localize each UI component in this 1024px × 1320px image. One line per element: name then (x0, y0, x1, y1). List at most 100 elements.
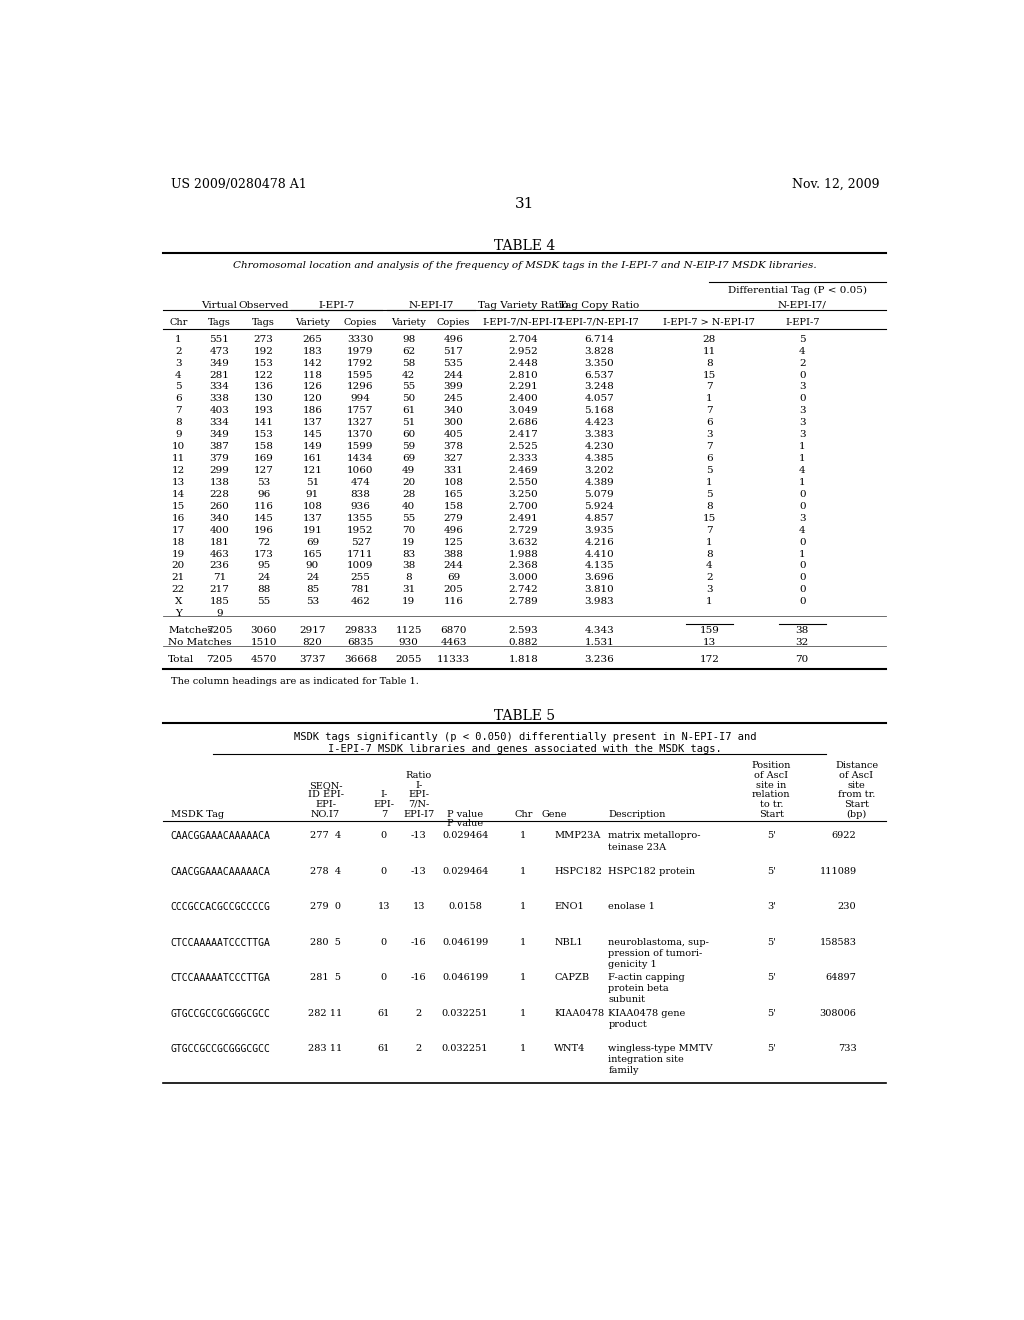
Text: 3.250: 3.250 (508, 490, 539, 499)
Text: matrix metallopro-
teinase 23A: matrix metallopro- teinase 23A (608, 832, 701, 851)
Text: 0.029464: 0.029464 (442, 867, 488, 876)
Text: 83: 83 (402, 549, 415, 558)
Text: 11: 11 (702, 347, 716, 355)
Text: 1: 1 (520, 903, 526, 911)
Text: I-: I- (415, 780, 422, 789)
Text: Copies: Copies (344, 318, 377, 327)
Text: Nov. 12, 2009: Nov. 12, 2009 (793, 178, 880, 190)
Text: 2: 2 (416, 1008, 422, 1018)
Text: I-EPI-7: I-EPI-7 (785, 318, 819, 327)
Text: 36668: 36668 (344, 655, 377, 664)
Text: 172: 172 (699, 655, 719, 664)
Text: 3.350: 3.350 (585, 359, 614, 367)
Text: 5': 5' (767, 937, 776, 946)
Text: 387: 387 (210, 442, 229, 451)
Text: 7: 7 (706, 442, 713, 451)
Text: 527: 527 (350, 537, 371, 546)
Text: Tag Variety Ratio: Tag Variety Ratio (478, 301, 568, 310)
Text: EPI-: EPI- (409, 791, 429, 800)
Text: 1: 1 (706, 537, 713, 546)
Text: 2055: 2055 (395, 655, 422, 664)
Text: 19: 19 (402, 537, 415, 546)
Text: 149: 149 (302, 442, 323, 451)
Text: 535: 535 (443, 359, 464, 367)
Text: 299: 299 (210, 466, 229, 475)
Text: 51: 51 (402, 418, 415, 428)
Text: 308006: 308006 (819, 1008, 856, 1018)
Text: 4: 4 (799, 466, 806, 475)
Text: 2.593: 2.593 (508, 626, 539, 635)
Text: 0: 0 (799, 573, 806, 582)
Text: TABLE 5: TABLE 5 (495, 709, 555, 723)
Text: CTCCAAAAATCCCTTGA: CTCCAAAAATCCCTTGA (171, 937, 270, 948)
Text: P value: P value (447, 818, 483, 828)
Text: 3.236: 3.236 (585, 655, 614, 664)
Text: I-EPI-7/N-EPI-I7: I-EPI-7/N-EPI-I7 (483, 318, 563, 327)
Text: 279: 279 (443, 513, 464, 523)
Text: -13: -13 (411, 867, 427, 876)
Text: 3: 3 (799, 383, 806, 392)
Text: No Matches: No Matches (168, 638, 231, 647)
Text: 5.168: 5.168 (585, 407, 614, 416)
Text: 0: 0 (799, 395, 806, 404)
Text: P value: P value (447, 809, 483, 818)
Text: 1: 1 (520, 1044, 526, 1053)
Text: 4570: 4570 (251, 655, 276, 664)
Text: 733: 733 (838, 1044, 856, 1053)
Text: 462: 462 (350, 598, 371, 606)
Text: 5': 5' (767, 832, 776, 841)
Text: 3': 3' (767, 903, 776, 911)
Text: 1979: 1979 (347, 347, 374, 355)
Text: 3: 3 (799, 407, 806, 416)
Text: 2: 2 (175, 347, 181, 355)
Text: Ratio: Ratio (406, 771, 432, 780)
Text: 280  5: 280 5 (310, 937, 341, 946)
Text: 120: 120 (302, 395, 323, 404)
Text: 1510: 1510 (251, 638, 276, 647)
Text: 3: 3 (706, 585, 713, 594)
Text: 1: 1 (175, 335, 181, 343)
Text: 29833: 29833 (344, 626, 377, 635)
Text: 40: 40 (402, 502, 415, 511)
Text: 161: 161 (302, 454, 323, 463)
Text: 3737: 3737 (299, 655, 326, 664)
Text: 236: 236 (210, 561, 229, 570)
Text: 42: 42 (402, 371, 415, 380)
Text: 70: 70 (402, 525, 415, 535)
Text: 4: 4 (706, 561, 713, 570)
Text: EPI-: EPI- (315, 800, 336, 809)
Text: 1009: 1009 (347, 561, 374, 570)
Text: 13: 13 (702, 638, 716, 647)
Text: 11333: 11333 (437, 655, 470, 664)
Text: 1711: 1711 (347, 549, 374, 558)
Text: KIAA0478: KIAA0478 (554, 1008, 604, 1018)
Text: 4.057: 4.057 (585, 395, 614, 404)
Text: of AscI: of AscI (755, 771, 788, 780)
Text: F-actin capping
protein beta
subunit: F-actin capping protein beta subunit (608, 973, 685, 1005)
Text: 3: 3 (175, 359, 181, 367)
Text: 8: 8 (406, 573, 412, 582)
Text: 137: 137 (302, 513, 323, 523)
Text: 165: 165 (302, 549, 323, 558)
Text: 1370: 1370 (347, 430, 374, 440)
Text: 4.410: 4.410 (585, 549, 614, 558)
Text: 0: 0 (799, 371, 806, 380)
Text: 2.686: 2.686 (508, 418, 539, 428)
Text: 517: 517 (443, 347, 464, 355)
Text: 334: 334 (210, 418, 229, 428)
Text: 10: 10 (172, 442, 185, 451)
Text: 7: 7 (175, 407, 181, 416)
Text: 496: 496 (443, 525, 464, 535)
Text: 5': 5' (767, 1008, 776, 1018)
Text: 181: 181 (210, 537, 229, 546)
Text: CAACGGAAACAAAAACA: CAACGGAAACAAAAACA (171, 867, 270, 876)
Text: 55: 55 (402, 513, 415, 523)
Text: 7: 7 (706, 383, 713, 392)
Text: 378: 378 (443, 442, 464, 451)
Text: Matches: Matches (168, 626, 213, 635)
Text: 127: 127 (254, 466, 273, 475)
Text: 3.383: 3.383 (585, 430, 614, 440)
Text: 936: 936 (350, 502, 371, 511)
Text: -16: -16 (411, 973, 426, 982)
Text: 0: 0 (381, 937, 387, 946)
